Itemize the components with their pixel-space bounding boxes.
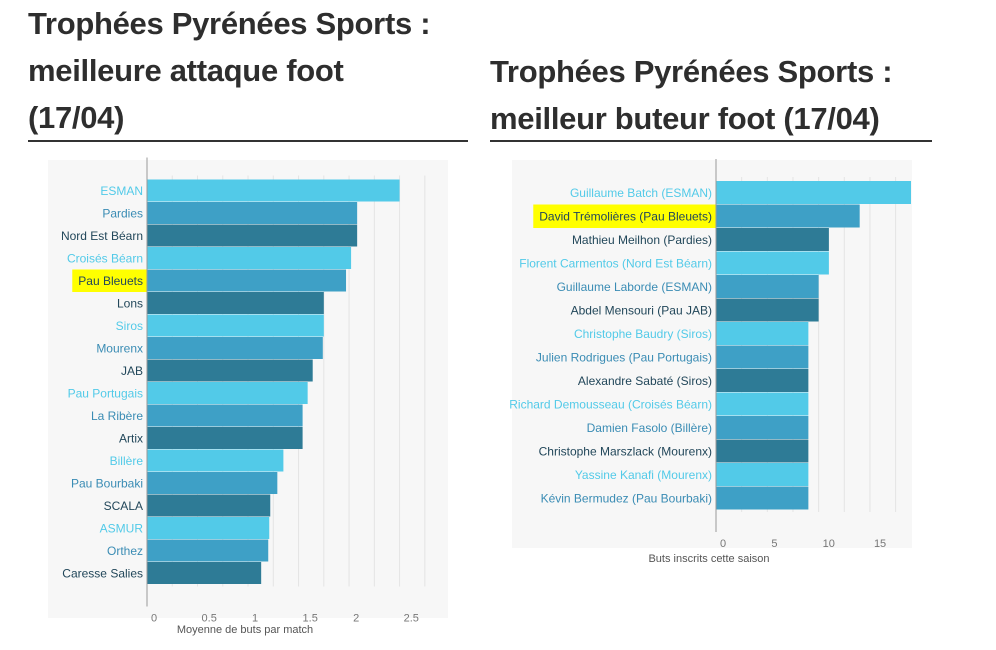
category-label: Caresse Salies [62, 566, 143, 580]
category-label: Kévin Bermudez (Pau Bourbaki) [541, 491, 712, 505]
chart-title-attaque-line-3: (17/04) [28, 100, 125, 135]
x-tick-label: 1.5 [303, 613, 318, 625]
bar [716, 228, 829, 251]
bar [716, 251, 829, 275]
bar [147, 494, 271, 517]
bar [147, 539, 269, 562]
chart-title-buteur-line-1: Trophées Pyrénées Sports : [490, 54, 893, 89]
bar [716, 298, 819, 322]
x-tick-label: 0 [151, 613, 157, 625]
category-label: ESMAN [100, 184, 143, 198]
category-label: Artix [119, 431, 143, 445]
category-label: Pau Portugais [68, 386, 143, 400]
x-tick-label: 1 [252, 613, 258, 625]
category-label: Abdel Mensouri (Pau JAB) [571, 303, 712, 317]
bar [716, 181, 911, 204]
bar [147, 247, 352, 269]
x-tick-label: 0.5 [202, 613, 217, 625]
category-label: Nord Est Béarn [61, 229, 143, 243]
category-label: Guillaume Laborde (ESMAN) [557, 280, 712, 294]
chart-title-buteur: Trophées Pyrénées Sports : meilleur bute… [490, 48, 960, 142]
bar [147, 269, 347, 292]
category-label: Alexandre Sabaté (Siros) [578, 374, 712, 388]
category-label-highlighted: David Trémolières (Pau Bleuets) [539, 209, 712, 223]
category-label: Florent Carmentos (Nord Est Béarn) [519, 256, 712, 270]
bar [716, 322, 809, 345]
category-label: ASMUR [100, 521, 144, 535]
category-label: Guillaume Batch (ESMAN) [570, 186, 712, 200]
bar [716, 345, 809, 369]
bar [147, 472, 278, 494]
bar [716, 463, 809, 486]
x-tick-label: 2 [353, 613, 359, 625]
x-axis-label-attaque: Moyenne de buts par match [176, 624, 314, 636]
chart-title-buteur-line-2: meilleur buteur foot (17/04) [490, 101, 880, 136]
bar [147, 562, 262, 584]
bar [147, 449, 284, 472]
category-label: Lons [117, 296, 143, 310]
bar [716, 486, 809, 510]
bar [147, 427, 303, 449]
category-label: Damien Fasolo (Billère) [587, 421, 712, 435]
category-label: Yassine Kanafi (Mourenx) [575, 468, 712, 482]
chart-title-attaque-line-1: Trophées Pyrénées Sports : [28, 6, 431, 41]
category-label: JAB [121, 364, 143, 378]
bar [716, 416, 809, 439]
category-label: Croisés Béarn [67, 251, 143, 265]
bar [716, 369, 809, 392]
category-label: SCALA [104, 499, 143, 513]
category-label: Pardies [102, 206, 143, 220]
x-tick-label: 10 [823, 538, 835, 550]
bar [147, 202, 358, 224]
category-label: Orthez [107, 544, 143, 558]
bar [716, 439, 809, 463]
bar [147, 404, 303, 427]
category-label: La Ribère [91, 409, 143, 423]
bar [147, 179, 400, 202]
category-label: Christophe Baudry (Siros) [574, 327, 712, 341]
x-tick-label: 5 [771, 538, 777, 550]
title-underline-attaque [28, 140, 468, 142]
title-underline-buteur [490, 140, 932, 142]
bar [147, 337, 323, 359]
category-label: Pau Bourbaki [71, 476, 143, 490]
category-label: Mathieu Meilhon (Pardies) [572, 233, 712, 247]
category-label-highlighted: Pau Bleuets [78, 274, 143, 288]
highlight-marker [533, 204, 717, 228]
chart-title-attaque: Trophées Pyrénées Sports : meilleure att… [28, 0, 478, 141]
bar [147, 382, 308, 404]
bar [147, 517, 270, 539]
x-tick-label: 0 [720, 538, 726, 550]
bar [716, 275, 819, 298]
category-label: Siros [116, 319, 143, 333]
bar [147, 224, 358, 247]
highlight-marker [72, 269, 147, 292]
bar [147, 314, 324, 337]
bar [716, 392, 809, 416]
category-label: Christophe Marszlack (Mourenx) [539, 444, 712, 458]
category-label: Billère [110, 454, 144, 468]
category-label: Richard Demousseau (Croisés Béarn) [509, 397, 712, 411]
x-axis-label-buteur: Buts inscrits cette saison [648, 553, 770, 565]
category-label: Mourenx [96, 341, 143, 355]
chart-title-attaque-line-2: meilleure attaque foot [28, 53, 344, 88]
x-tick-label: 2.5 [404, 613, 419, 625]
bar [147, 359, 313, 382]
bar [147, 292, 324, 314]
category-label: Julien Rodrigues (Pau Portugais) [536, 350, 712, 364]
x-tick-label: 15 [874, 538, 886, 550]
bar [716, 204, 860, 228]
